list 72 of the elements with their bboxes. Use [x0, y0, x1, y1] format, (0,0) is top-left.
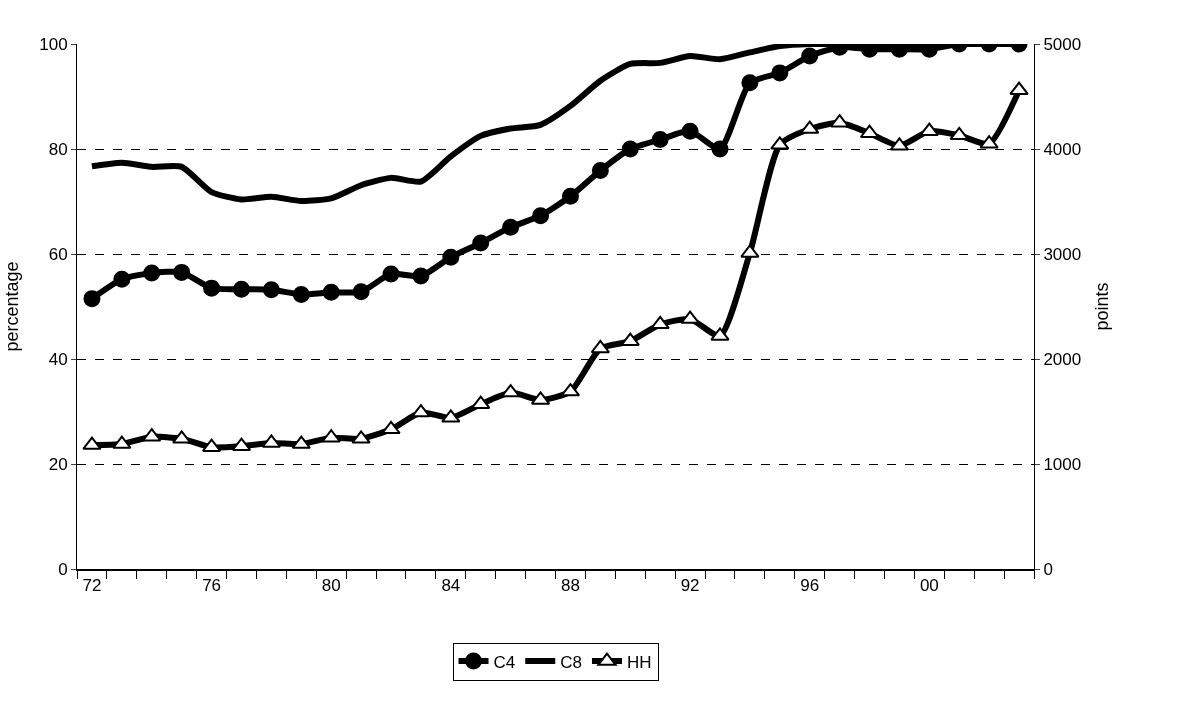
x-tick-label: 76	[202, 576, 222, 596]
point	[502, 218, 520, 236]
x-tick-label: 88	[560, 576, 580, 596]
point	[621, 140, 639, 158]
point	[441, 409, 461, 423]
y-tick-label: 100	[39, 34, 68, 54]
point	[681, 122, 699, 140]
y2-tick-label: 0	[1043, 559, 1053, 579]
point	[82, 436, 102, 450]
point	[472, 234, 490, 252]
point	[710, 327, 730, 341]
point	[112, 435, 132, 449]
x-tick-label: 72	[82, 576, 102, 596]
y2-tick-label: 3000	[1043, 244, 1082, 264]
point	[770, 136, 790, 150]
point	[382, 265, 400, 283]
point	[1009, 81, 1029, 95]
y2-tick-label: 4000	[1043, 139, 1082, 159]
point	[740, 244, 760, 258]
point	[142, 428, 162, 442]
point	[292, 285, 310, 303]
point	[471, 395, 491, 409]
point	[172, 430, 192, 444]
y-tick-label: 0	[58, 559, 68, 579]
legend-label: C8	[560, 652, 582, 672]
point	[412, 267, 430, 285]
point	[591, 162, 609, 180]
point	[532, 207, 550, 225]
y2-tick-label: 1000	[1043, 454, 1082, 474]
y2-tick-label: 5000	[1043, 34, 1082, 54]
point	[173, 263, 191, 281]
y-tick-label: 80	[48, 139, 68, 159]
point	[771, 64, 789, 82]
y2-axis-title: points	[1092, 282, 1113, 331]
legend-label: HH	[626, 652, 652, 672]
point	[800, 120, 820, 134]
point	[381, 420, 401, 435]
x-tick-label: 84	[441, 576, 461, 596]
point	[680, 310, 700, 324]
x-tick-label: 80	[321, 576, 341, 596]
point	[83, 290, 101, 308]
x-tick-label: 92	[680, 576, 700, 596]
point	[232, 280, 250, 298]
point	[711, 140, 729, 158]
point	[801, 47, 819, 65]
y-tick-label: 40	[48, 349, 68, 369]
point	[322, 283, 340, 301]
y-tick-label: 60	[48, 244, 68, 264]
point	[979, 135, 999, 149]
legend-label: C4	[493, 652, 516, 672]
y-axis-title: percentage	[2, 261, 23, 352]
point	[321, 429, 341, 443]
point	[561, 187, 579, 205]
point	[650, 315, 670, 330]
point	[113, 270, 131, 288]
x-tick-label: 96	[800, 576, 820, 596]
point	[741, 74, 759, 92]
point	[620, 332, 640, 346]
point	[919, 122, 939, 136]
point	[351, 430, 371, 444]
point	[143, 264, 161, 282]
point	[291, 435, 311, 449]
point	[411, 404, 431, 418]
point	[442, 248, 460, 266]
y2-tick-label: 2000	[1043, 349, 1082, 369]
y-tick-label: 20	[48, 454, 68, 474]
point	[352, 283, 370, 301]
point	[949, 126, 969, 141]
point	[651, 131, 669, 149]
x-tick-label: 00	[919, 576, 939, 596]
point	[203, 279, 221, 297]
point	[262, 281, 280, 299]
